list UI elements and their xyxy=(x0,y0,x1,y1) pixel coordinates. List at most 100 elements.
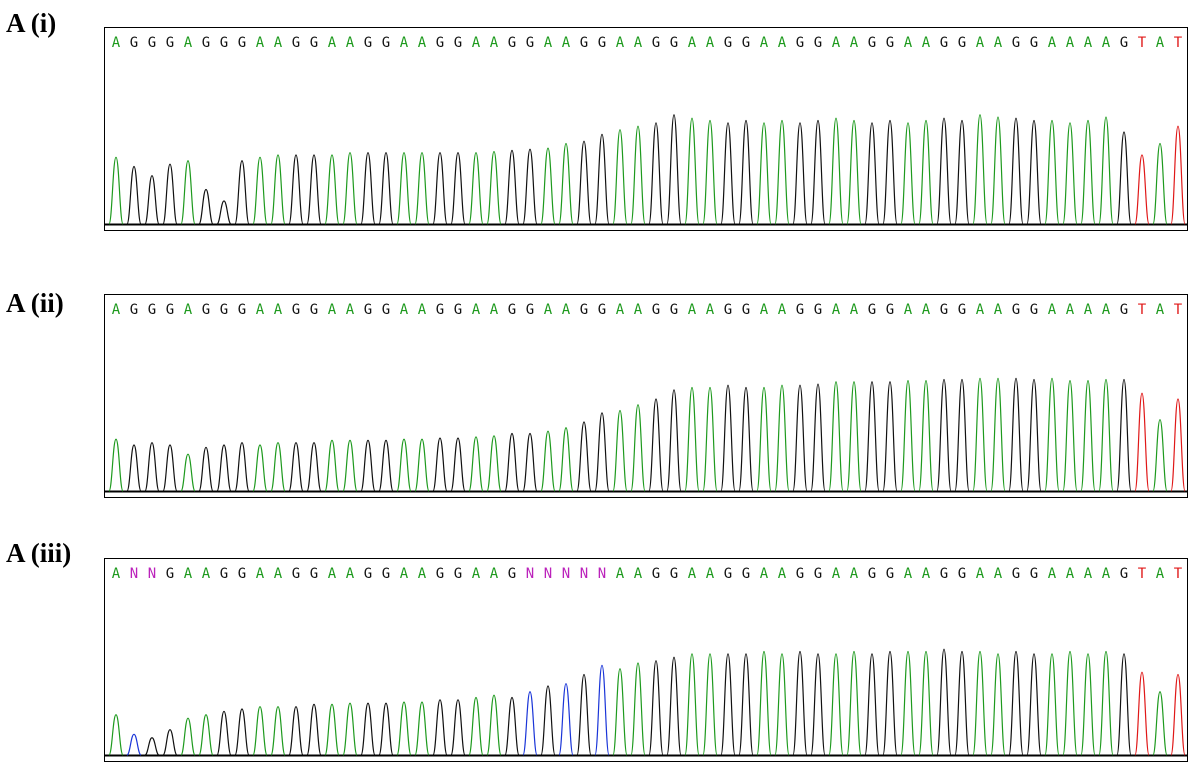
base-call: G xyxy=(958,302,966,318)
trace-peak xyxy=(1008,650,1024,756)
base-call: A xyxy=(1102,35,1111,51)
trace-peak xyxy=(324,154,340,225)
trace-peak xyxy=(1044,377,1060,492)
trace-peak xyxy=(1008,377,1024,492)
trace-peak xyxy=(864,381,880,492)
base-call: A xyxy=(472,302,481,318)
base-call: A xyxy=(400,35,409,51)
base-call: A xyxy=(544,35,553,51)
base-call: N xyxy=(580,566,588,582)
base-call: A xyxy=(1102,302,1111,318)
trace-peak xyxy=(1152,691,1168,756)
trace-peak xyxy=(360,702,376,756)
trace-peak xyxy=(324,703,340,756)
base-call: A xyxy=(274,35,283,51)
trace-peak xyxy=(612,129,628,225)
base-call: A xyxy=(184,302,193,318)
trace-peak xyxy=(720,653,736,756)
base-call: G xyxy=(724,566,732,582)
base-call: G xyxy=(148,302,156,318)
trace-peak xyxy=(540,685,556,756)
trace-peak xyxy=(468,152,484,225)
base-call: A xyxy=(994,35,1003,51)
trace-peak xyxy=(108,438,124,492)
base-call: G xyxy=(436,35,444,51)
base-call: G xyxy=(1030,302,1038,318)
base-call: A xyxy=(184,566,193,582)
base-call: G xyxy=(382,566,390,582)
trace-peak xyxy=(288,442,304,492)
base-call: A xyxy=(346,302,355,318)
trace-peak xyxy=(1134,671,1150,756)
base-call: G xyxy=(724,302,732,318)
trace-peak xyxy=(1080,379,1096,492)
trace-peak xyxy=(306,154,322,225)
base-call: G xyxy=(868,35,876,51)
trace-peak xyxy=(1152,419,1168,492)
base-call: G xyxy=(238,35,246,51)
base-call: A xyxy=(400,302,409,318)
trace-peak xyxy=(504,432,520,492)
base-call: A xyxy=(490,302,499,318)
base-call: G xyxy=(652,566,660,582)
base-call: G xyxy=(670,302,678,318)
trace-peak xyxy=(180,717,196,756)
trace-peak xyxy=(954,650,970,756)
base-call: A xyxy=(634,302,643,318)
base-call: G xyxy=(814,35,822,51)
trace-peak xyxy=(630,125,646,225)
trace-peak xyxy=(450,152,466,225)
trace-peak xyxy=(432,152,448,225)
trace-peak xyxy=(468,436,484,492)
base-call: G xyxy=(166,566,174,582)
trace-peak xyxy=(1080,653,1096,756)
base-call: A xyxy=(850,566,859,582)
trace-peak xyxy=(828,117,844,225)
trace-peak xyxy=(828,381,844,492)
trace-peak xyxy=(882,650,898,756)
base-call: A xyxy=(274,302,283,318)
trace-peak xyxy=(882,381,898,492)
base-call: A xyxy=(1084,302,1093,318)
trace-peak xyxy=(900,650,916,756)
trace-peak xyxy=(756,122,772,225)
base-call: A xyxy=(1156,566,1165,582)
trace-peak xyxy=(612,668,628,756)
trace-peak xyxy=(792,384,808,492)
trace-peak xyxy=(972,650,988,756)
base-call: G xyxy=(652,35,660,51)
base-call: G xyxy=(310,35,318,51)
base-call: A xyxy=(616,566,625,582)
base-call: G xyxy=(796,566,804,582)
base-call: A xyxy=(1156,302,1165,318)
trace-peak xyxy=(216,444,232,492)
trace-peak xyxy=(936,648,952,756)
trace-peak xyxy=(918,379,934,492)
trace-peak xyxy=(126,444,142,492)
trace-peak xyxy=(108,714,124,756)
trace-peak xyxy=(576,421,592,492)
trace-peak xyxy=(792,122,808,225)
trace-peak xyxy=(144,175,160,225)
trace-peak xyxy=(1062,379,1078,492)
base-call: G xyxy=(238,566,246,582)
trace-peak xyxy=(846,119,862,225)
base-call: G xyxy=(364,566,372,582)
base-call: G xyxy=(508,35,516,51)
trace-peak xyxy=(252,444,268,492)
base-call: G xyxy=(454,35,462,51)
base-call: G xyxy=(382,35,390,51)
trace-peak xyxy=(126,165,142,225)
trace-peak xyxy=(522,432,538,492)
trace-peak xyxy=(1098,116,1114,225)
trace-peak xyxy=(648,398,664,492)
trace-peak xyxy=(216,710,232,756)
base-call: G xyxy=(292,302,300,318)
base-call: G xyxy=(796,35,804,51)
base-call: A xyxy=(778,566,787,582)
trace-peak xyxy=(702,386,718,492)
base-call: G xyxy=(220,302,228,318)
